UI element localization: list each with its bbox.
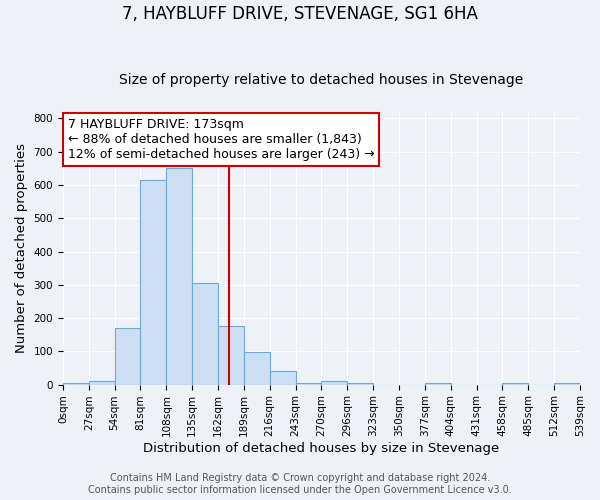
- Bar: [244, 352, 270, 384]
- Bar: [322, 382, 347, 384]
- Bar: [218, 326, 244, 384]
- Y-axis label: Number of detached properties: Number of detached properties: [15, 143, 28, 353]
- Text: 7 HAYBLUFF DRIVE: 173sqm
← 88% of detached houses are smaller (1,843)
12% of sem: 7 HAYBLUFF DRIVE: 173sqm ← 88% of detach…: [68, 118, 374, 162]
- Bar: [502, 383, 528, 384]
- Bar: [140, 180, 166, 384]
- Bar: [425, 383, 451, 384]
- Title: Size of property relative to detached houses in Stevenage: Size of property relative to detached ho…: [119, 73, 524, 87]
- Text: 7, HAYBLUFF DRIVE, STEVENAGE, SG1 6HA: 7, HAYBLUFF DRIVE, STEVENAGE, SG1 6HA: [122, 5, 478, 23]
- Bar: [270, 372, 296, 384]
- Bar: [63, 383, 89, 384]
- Bar: [554, 383, 580, 384]
- Bar: [166, 168, 192, 384]
- Bar: [192, 283, 218, 384]
- X-axis label: Distribution of detached houses by size in Stevenage: Distribution of detached houses by size …: [143, 442, 500, 455]
- Bar: [89, 382, 115, 384]
- Text: Contains HM Land Registry data © Crown copyright and database right 2024.
Contai: Contains HM Land Registry data © Crown c…: [88, 474, 512, 495]
- Bar: [296, 383, 322, 384]
- Bar: [347, 383, 373, 384]
- Bar: [115, 328, 140, 384]
